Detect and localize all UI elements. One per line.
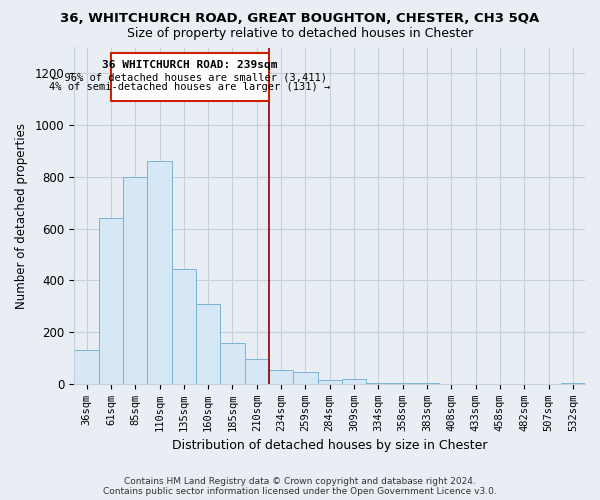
Bar (74, 350, 99, 384)
Text: 36, WHITCHURCH ROAD, GREAT BOUGHTON, CHESTER, CH3 5QA: 36, WHITCHURCH ROAD, GREAT BOUGHTON, CHE… (61, 12, 539, 26)
Bar (269, 370, 293, 384)
Bar (172, 269, 196, 384)
Text: 36 WHITCHURCH ROAD: 239sqm: 36 WHITCHURCH ROAD: 239sqm (102, 60, 278, 70)
Bar (391, 383, 415, 384)
Bar (245, 360, 269, 384)
Text: Contains public sector information licensed under the Open Government Licence v3: Contains public sector information licen… (103, 487, 497, 496)
Bar (342, 379, 366, 384)
Y-axis label: Number of detached properties: Number of detached properties (15, 122, 28, 308)
Bar (220, 342, 245, 384)
Bar (196, 304, 220, 384)
Bar (148, 162, 172, 384)
Bar (560, 383, 585, 384)
Text: 4% of semi-detached houses are larger (131) →: 4% of semi-detached houses are larger (1… (49, 82, 331, 92)
Bar (317, 380, 342, 384)
Text: ← 96% of detached houses are smaller (3,411): ← 96% of detached houses are smaller (3,… (52, 72, 328, 82)
X-axis label: Distribution of detached houses by size in Chester: Distribution of detached houses by size … (172, 440, 487, 452)
Bar (99, 218, 123, 384)
Bar (123, 177, 148, 384)
Text: Size of property relative to detached houses in Chester: Size of property relative to detached ho… (127, 28, 473, 40)
FancyBboxPatch shape (111, 52, 269, 100)
Bar (366, 382, 391, 384)
Bar (293, 372, 317, 384)
Text: Contains HM Land Registry data © Crown copyright and database right 2024.: Contains HM Land Registry data © Crown c… (124, 477, 476, 486)
